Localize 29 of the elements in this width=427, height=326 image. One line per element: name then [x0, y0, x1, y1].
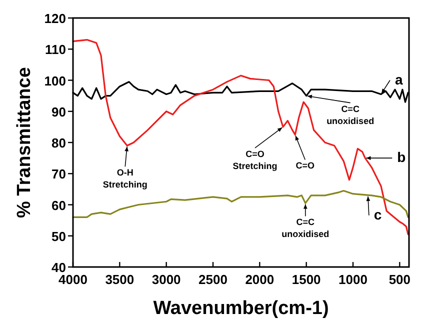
annotation: C=C unoxidised [282, 217, 330, 240]
annotation: a [395, 71, 403, 88]
x-tick-label: 500 [388, 272, 411, 287]
x-tick-label: 4000 [58, 272, 88, 287]
y-tick-label: 40 [52, 260, 66, 275]
x-axis-title: Wavenumber(cm-1) [153, 298, 329, 319]
annotation: b [397, 149, 406, 166]
y-tick-label: 90 [52, 104, 66, 120]
annotation: O-H Stretching [102, 168, 148, 190]
y-tick-label: 80 [52, 136, 66, 150]
annotation: C=O [296, 160, 315, 171]
y-tick-label: 50 [52, 228, 66, 244]
y-tick-label: 120 [44, 11, 66, 26]
annotation: c [374, 206, 382, 222]
y-axis-title: % Transmittance [14, 67, 35, 218]
y-tick-label: 100 [44, 73, 66, 88]
y-tick-label: 70 [52, 166, 66, 182]
x-tick-label: 3500 [105, 272, 134, 287]
x-tick-label: 1500 [292, 272, 321, 287]
x-tick-label: 2500 [198, 272, 228, 287]
annotation: C=O Stretching [232, 148, 278, 171]
y-tick-label: 110 [45, 42, 66, 58]
x-tick-label: 1000 [338, 272, 368, 287]
line-series [72, 190, 409, 218]
y-tick-label: 60 [52, 198, 66, 213]
annotation: C=C unoxidised [326, 104, 374, 126]
x-tick-label: 2000 [245, 272, 274, 287]
x-tick-label: 3000 [152, 272, 181, 287]
line-series [72, 38, 409, 236]
